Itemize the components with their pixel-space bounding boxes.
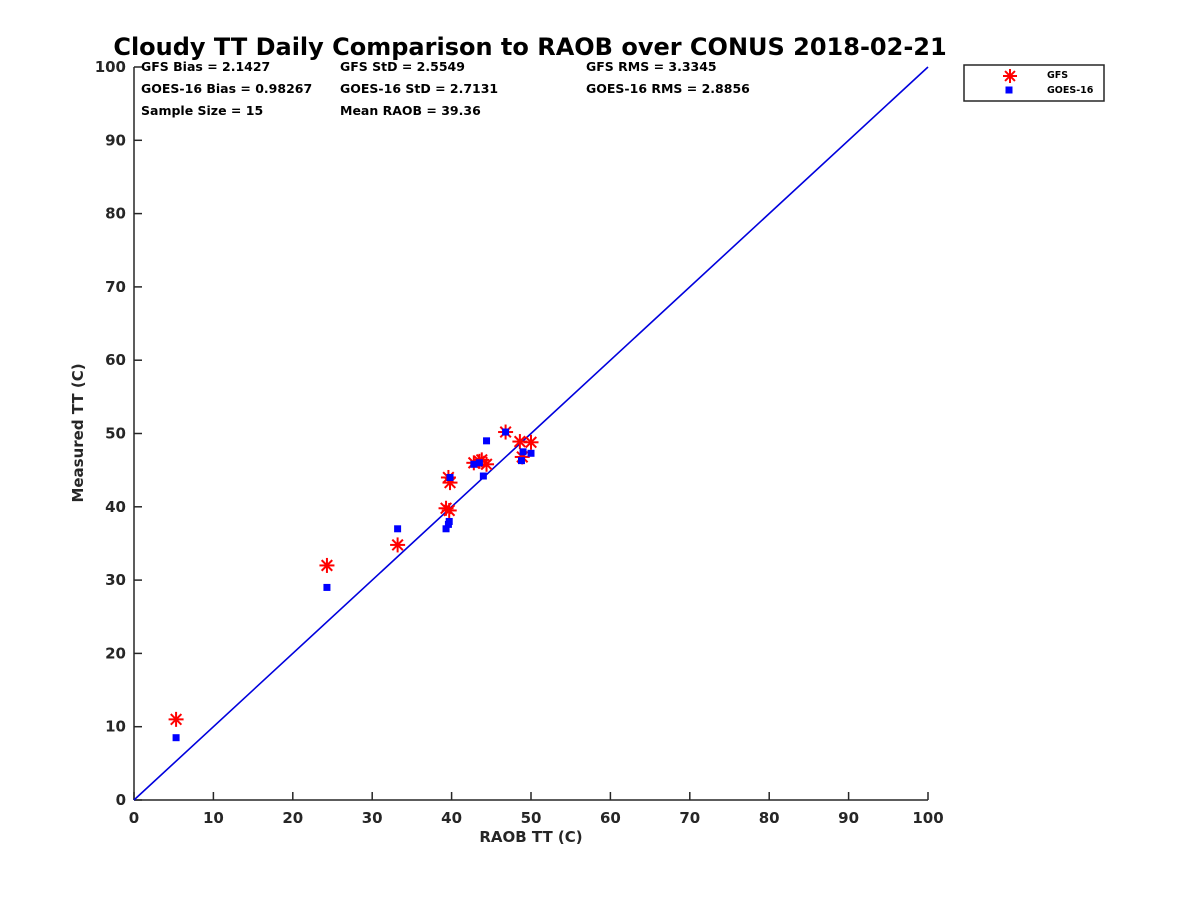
goes16-point: [519, 448, 527, 456]
x-tick-label: 0: [129, 809, 139, 827]
y-axis-label: Measured TT (C): [69, 363, 87, 502]
y-tick-label: 20: [105, 644, 126, 662]
y-tick-label: 40: [105, 498, 126, 516]
goes16-point: [323, 583, 331, 591]
y-tick-label: 90: [105, 131, 126, 149]
x-axis-label: RAOB TT (C): [479, 828, 582, 846]
legend-label-gfs: GFS: [1047, 70, 1068, 81]
goes16-point: [483, 437, 491, 445]
x-tick-label: 80: [759, 809, 780, 827]
legend: GFS GOES-16: [963, 64, 1105, 102]
y-tick-label: 100: [95, 58, 126, 76]
x-tick-label: 70: [679, 809, 700, 827]
goes16-point: [445, 517, 453, 525]
data-points: [168, 424, 539, 742]
x-tick-label: 30: [362, 809, 383, 827]
goes16-point: [502, 428, 510, 436]
goes16-point: [172, 734, 180, 742]
goes16-point: [479, 472, 487, 480]
gfs-point: [168, 711, 184, 727]
reference-line: [133, 66, 929, 801]
stats-block: GFS Bias = 2.1427 GFS StD = 2.5549 GFS R…: [141, 59, 750, 118]
stat-gfs-bias: GFS Bias = 2.1427: [141, 59, 270, 74]
x-tick-label: 60: [600, 809, 621, 827]
legend-goes-square-icon: [1005, 86, 1013, 94]
gfs-point: [319, 557, 335, 573]
gfs-point: [523, 434, 539, 450]
legend-gfs-asterisk-icon: [1003, 69, 1017, 83]
x-tick-label: 90: [838, 809, 859, 827]
y-tick-label: 0: [116, 791, 126, 809]
legend-goes-square: [1005, 86, 1013, 94]
y-tick-label: 50: [105, 425, 126, 443]
y-tick-label: 10: [105, 718, 126, 736]
gfs-point: [512, 434, 528, 450]
y-tick-label: 30: [105, 571, 126, 589]
x-tick-label: 40: [441, 809, 462, 827]
y-axis-ticks: 0 10 20 30 40 50 60 70 80 90 100: [95, 58, 142, 809]
goes16-point: [446, 473, 454, 481]
goes16-point: [470, 460, 478, 468]
x-axis-ticks: 0 10 20 30 40 50 60 70 80 90 100: [129, 792, 944, 827]
stat-goes-std: GOES-16 StD = 2.7131: [340, 81, 498, 96]
goes16-point: [442, 525, 450, 533]
goes16-point: [527, 449, 535, 457]
gfs-point: [441, 502, 457, 518]
stat-sample-size: Sample Size = 15: [141, 103, 263, 118]
y-tick-label: 60: [105, 351, 126, 369]
stat-goes-rms: GOES-16 RMS = 2.8856: [586, 81, 750, 96]
stat-gfs-rms: GFS RMS = 3.3345: [586, 59, 717, 74]
gfs-point: [390, 537, 406, 553]
legend-box: [963, 64, 1105, 102]
stat-goes-bias: GOES-16 Bias = 0.98267: [141, 81, 312, 96]
goes16-point: [394, 525, 402, 533]
legend-label-goes: GOES-16: [1047, 85, 1094, 96]
x-tick-label: 20: [282, 809, 303, 827]
stat-gfs-std: GFS StD = 2.5549: [340, 59, 465, 74]
x-tick-label: 10: [203, 809, 224, 827]
stat-mean-raob: Mean RAOB = 39.36: [340, 103, 481, 118]
y-tick-label: 80: [105, 205, 126, 223]
legend-gfs-asterisk: [1003, 69, 1017, 83]
x-tick-label: 100: [912, 809, 943, 827]
y-tick-label: 70: [105, 278, 126, 296]
goes16-point: [475, 459, 483, 467]
goes16-point: [517, 457, 525, 465]
chart-title: Cloudy TT Daily Comparison to RAOB over …: [113, 33, 946, 61]
x-tick-label: 50: [521, 809, 542, 827]
